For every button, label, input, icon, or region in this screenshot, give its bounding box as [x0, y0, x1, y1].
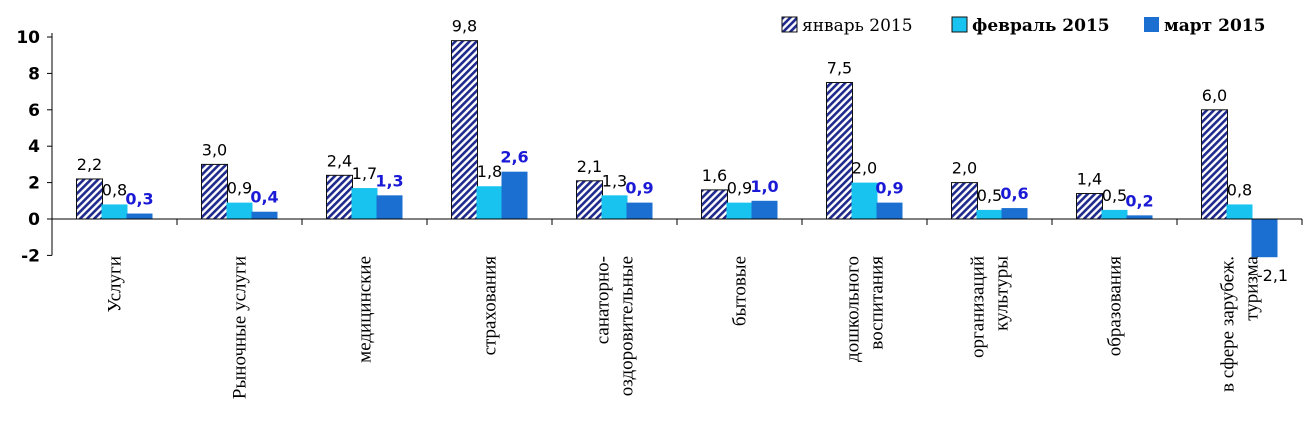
bar-series-1-cat-7: [976, 209, 1003, 219]
value-label-series-0-cat-9: 6,0: [1202, 86, 1227, 105]
bar-series-1-cat-1: [226, 202, 253, 219]
bar-series-2-cat-6: [876, 202, 903, 219]
category-label: Рыночные услуги: [230, 256, 251, 399]
value-label-series-0-cat-4: 2,1: [577, 157, 602, 176]
bar-series-2-cat-1: [251, 211, 278, 219]
bar-series-1-cat-4: [601, 195, 628, 219]
y-tick-label: 8: [28, 64, 40, 84]
legend-swatch-series-0: [781, 16, 798, 33]
value-label-series-0-cat-8: 1,4: [1077, 170, 1102, 189]
value-label-series-1-cat-2: 1,7: [352, 164, 377, 183]
legend-swatch-series-1: [951, 16, 968, 33]
legend-label-series-2: март 2015: [1164, 16, 1265, 36]
bar-series-0-cat-3: [451, 40, 478, 220]
category-label: образования: [1105, 256, 1126, 356]
category-label: бытовые: [730, 256, 751, 326]
bar-series-0-cat-8: [1076, 193, 1103, 220]
bar-series-1-cat-6: [851, 182, 878, 219]
category-label: воспитания: [867, 256, 888, 350]
category-label: культуры: [992, 256, 1013, 331]
y-tick-label: 4: [28, 137, 40, 157]
category-label: Услуги: [105, 256, 126, 313]
value-label-series-1-cat-3: 1,8: [477, 162, 502, 181]
bar-series-0-cat-4: [576, 180, 603, 220]
legend-swatch-series-2: [1144, 17, 1159, 32]
value-label-series-1-cat-5: 0,9: [727, 179, 752, 198]
bar-series-0-cat-6: [826, 82, 853, 220]
bar-series-2-cat-4: [626, 202, 653, 219]
category-labels-group: Услуги Рыночные услуги медицинские страхова…: [105, 255, 1263, 399]
category-label: санаторно-: [593, 256, 614, 344]
value-label-series-2-cat-6: 0,9: [875, 179, 903, 198]
bar-series-0-cat-2: [326, 174, 353, 220]
value-label-series-1-cat-7: 0,5: [977, 186, 1002, 205]
bar-series-1-cat-2: [351, 188, 378, 219]
value-label-series-0-cat-1: 3,0: [202, 140, 227, 159]
value-label-series-0-cat-3: 9,8: [452, 17, 477, 36]
value-label-series-2-cat-5: 1,0: [750, 177, 778, 196]
bar-series-2-cat-7: [1001, 208, 1028, 219]
category-label: организаций: [968, 256, 989, 358]
value-label-series-2-cat-0: 0,3: [125, 190, 153, 209]
category-label: в сфере зарубеж.: [1218, 256, 1239, 392]
bar-series-1-cat-5: [726, 202, 753, 219]
y-tick-label: -2: [21, 246, 40, 266]
category-label: дошкольного: [843, 256, 864, 362]
category-label: туризма: [1242, 255, 1263, 320]
bars-group: [76, 40, 1278, 258]
bar-series-2-cat-8: [1126, 215, 1153, 219]
y-tick-label: 10: [16, 28, 40, 48]
x-axis: [51, 218, 1303, 225]
legend-label-series-1: февраль 2015: [972, 16, 1110, 36]
value-label-series-1-cat-8: 0,5: [1102, 186, 1127, 205]
y-tick-label: 2: [28, 174, 40, 194]
category-label: страхования: [480, 256, 501, 356]
bar-series-2-cat-9: [1251, 219, 1278, 258]
bar-series-2-cat-5: [751, 200, 778, 219]
value-label-series-2-cat-9: -2,1: [1257, 266, 1288, 285]
bar-series-0-cat-7: [951, 182, 978, 220]
bar-series-0-cat-1: [201, 163, 228, 220]
legend-label-series-0: январь 2015: [802, 16, 913, 36]
value-label-series-1-cat-4: 1,3: [602, 171, 627, 190]
bar-series-0-cat-5: [701, 189, 728, 220]
value-label-series-0-cat-2: 2,4: [327, 151, 352, 170]
bar-series-1-cat-0: [101, 204, 128, 219]
value-label-series-0-cat-7: 2,0: [952, 159, 977, 178]
y-tick-label: 6: [28, 101, 40, 121]
bar-series-2-cat-3: [501, 171, 528, 219]
value-label-series-2-cat-2: 1,3: [375, 171, 403, 190]
bar-series-2-cat-2: [376, 195, 403, 219]
value-label-series-2-cat-3: 2,6: [500, 148, 528, 167]
value-label-series-0-cat-0: 2,2: [77, 155, 102, 174]
y-tick-label: 0: [28, 210, 40, 230]
bar-series-1-cat-8: [1101, 209, 1128, 219]
bar-series-2-cat-0: [126, 213, 153, 219]
chart-legend: январь 2015 февраль 2015 март 2015: [781, 16, 1265, 36]
value-label-series-2-cat-4: 0,9: [625, 179, 653, 198]
bar-series-0-cat-9: [1201, 109, 1228, 220]
y-axis: 10 8 6 4 2 0 -2: [16, 28, 53, 266]
value-label-series-1-cat-6: 2,0: [852, 159, 877, 178]
value-label-series-2-cat-7: 0,6: [1000, 184, 1028, 203]
value-label-series-2-cat-1: 0,4: [250, 188, 278, 207]
bar-series-0-cat-0: [76, 178, 103, 220]
value-label-series-1-cat-9: 0,8: [1227, 180, 1252, 199]
category-label: оздоровительные: [617, 256, 638, 396]
value-labels-group: 2,23,02,49,82,1 1,67,52,01,46,00,8 0,91,7 1…: [77, 17, 1288, 286]
bar-series-1-cat-9: [1226, 204, 1253, 219]
value-label-series-1-cat-1: 0,9: [227, 179, 252, 198]
value-label-series-2-cat-8: 0,2: [1125, 191, 1153, 210]
value-label-series-0-cat-5: 1,6: [702, 166, 727, 185]
category-label: медицинские: [355, 256, 376, 363]
value-label-series-1-cat-0: 0,8: [102, 180, 127, 199]
value-label-series-0-cat-6: 7,5: [827, 59, 852, 78]
bar-series-1-cat-3: [476, 186, 503, 219]
